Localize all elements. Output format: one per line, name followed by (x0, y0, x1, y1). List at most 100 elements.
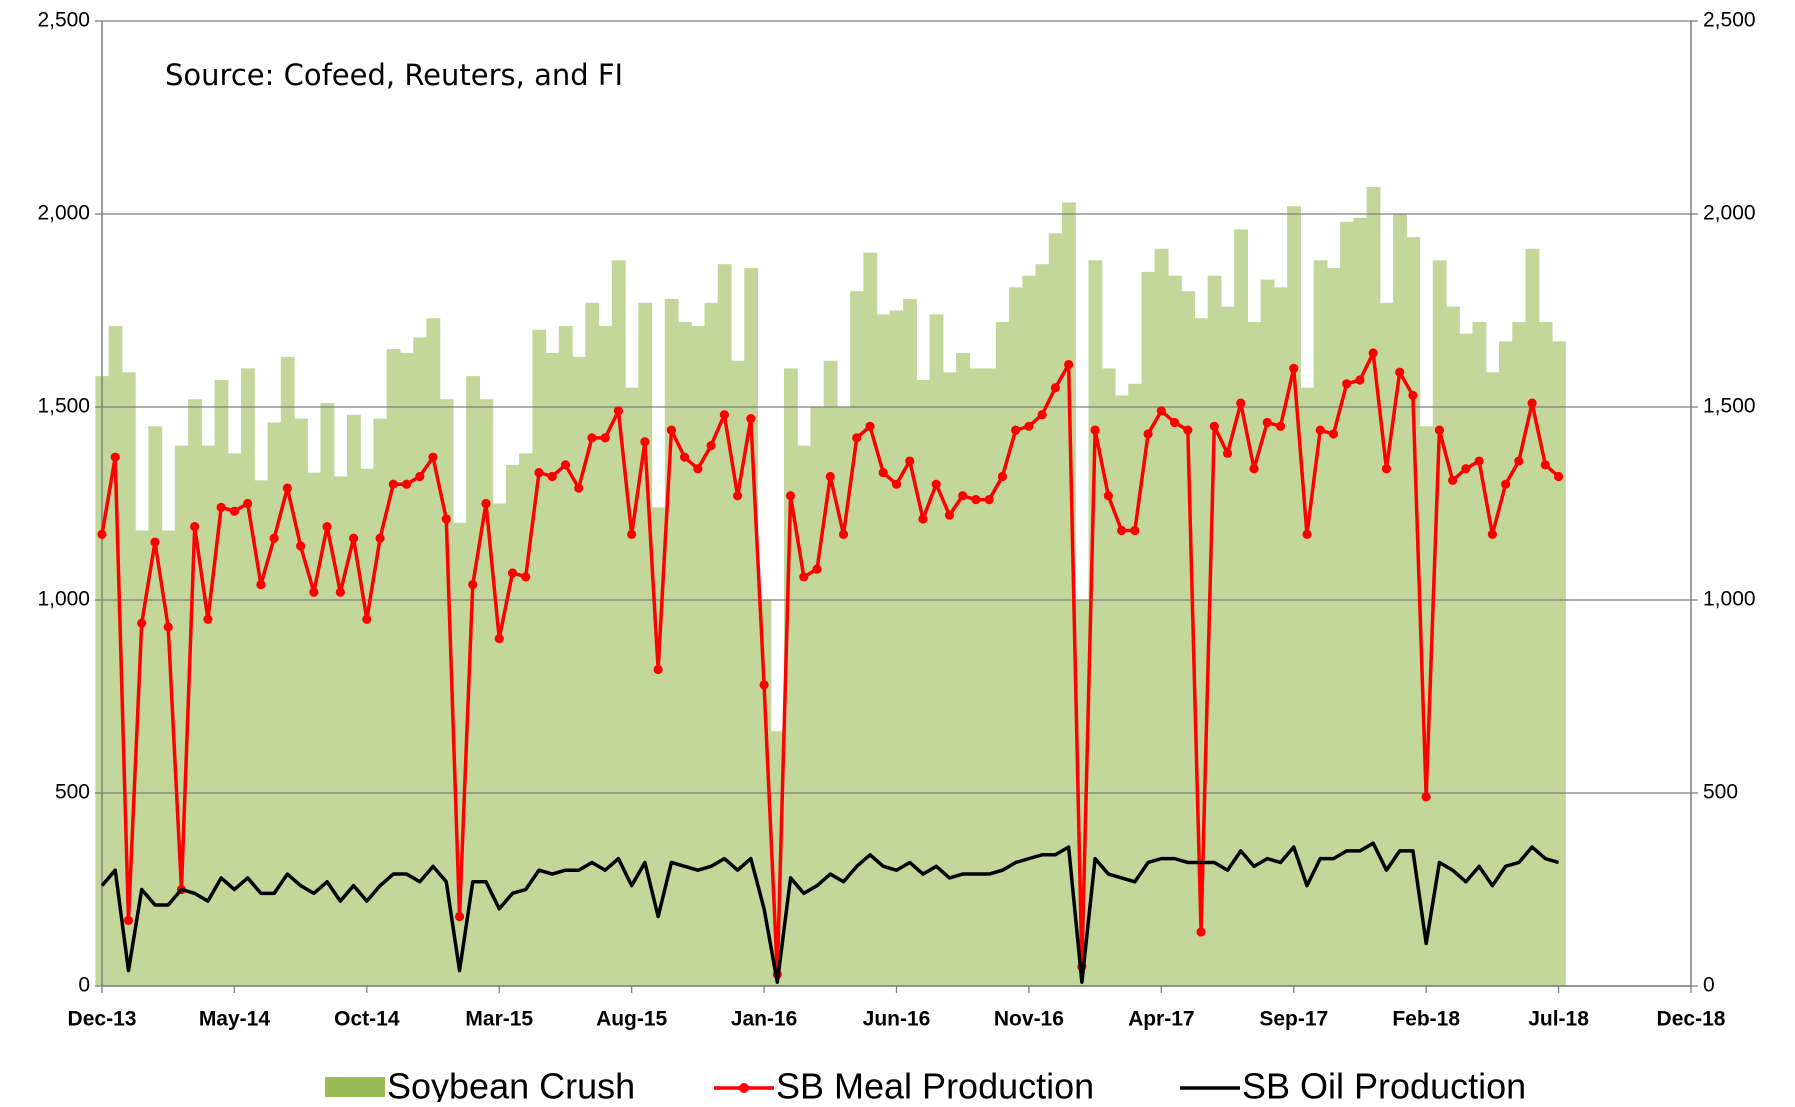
series-marker (785, 491, 796, 501)
crush-bar (1273, 287, 1288, 987)
crush-bar (346, 414, 361, 987)
series-marker (759, 680, 769, 690)
series-line (100, 841, 1560, 984)
series-marker (375, 533, 385, 543)
x-tick-label: Mar-15 (465, 1008, 533, 1031)
y-tick-label: 1,500 (37, 395, 90, 418)
crush-bar (1234, 229, 1249, 986)
crush-bar (439, 399, 454, 986)
series-marker (1368, 348, 1378, 358)
series-marker (693, 464, 703, 474)
series-marker (1249, 464, 1259, 474)
crush-bar (691, 325, 706, 986)
crush-bar (995, 322, 1010, 987)
crush-bar (889, 310, 904, 986)
series-marker (256, 579, 266, 590)
series-marker (1169, 417, 1180, 428)
crush-bar (1287, 206, 1301, 986)
series-marker (1209, 421, 1219, 431)
crush-bar (1366, 186, 1381, 987)
series-marker (1342, 379, 1352, 389)
x-tick-label: Apr-17 (1128, 1008, 1195, 1031)
series-marker (1381, 464, 1392, 474)
series-marker (905, 456, 915, 466)
crush-bar (307, 472, 322, 986)
legend-label: SB Meal Production (776, 1066, 1094, 1102)
series-marker (825, 471, 835, 482)
series-marker (1514, 456, 1524, 466)
series-marker (1090, 425, 1100, 435)
x-tick-label: Jan-16 (731, 1008, 798, 1031)
crush-bar (1062, 202, 1076, 987)
y2-tick-label: 2,000 (1703, 202, 1756, 225)
crush-bar (863, 252, 878, 987)
x-tick-label: Dec-13 (68, 1008, 137, 1031)
crush-bar (1538, 322, 1553, 987)
crush-bar (1419, 426, 1434, 986)
series-marker (733, 491, 743, 501)
crush-bar (1247, 322, 1262, 987)
crush-bar (1313, 260, 1328, 986)
series-marker (362, 614, 372, 624)
crush-bar (1141, 271, 1156, 986)
series-marker (812, 564, 822, 574)
legend-marker (739, 1083, 749, 1093)
series-marker (1501, 479, 1511, 489)
crush-bar (373, 418, 388, 987)
series-marker (468, 579, 478, 590)
y2-tick-label: 0 (1703, 974, 1715, 997)
x-tick-label: Aug-15 (596, 1008, 667, 1031)
crush-bar (108, 325, 123, 986)
crush-bar (386, 349, 401, 987)
series-marker (534, 468, 544, 478)
series-marker (838, 529, 849, 539)
crush-bar (730, 360, 745, 986)
crush-bar (969, 368, 984, 986)
crush-bar (823, 360, 838, 986)
series-marker (1328, 429, 1339, 439)
legend-label: Soybean Crush (387, 1066, 635, 1102)
series-marker (269, 533, 279, 543)
series-marker (1183, 425, 1193, 435)
series-marker (1355, 375, 1365, 385)
series-marker (481, 498, 491, 509)
crush-bar (360, 468, 375, 986)
series-marker (997, 471, 1008, 482)
crush-bar (1035, 264, 1050, 986)
crush-bar (505, 464, 520, 986)
series-marker (507, 568, 518, 578)
crush-bar (267, 422, 282, 986)
series-marker (746, 413, 756, 424)
crush-bar (1432, 260, 1447, 986)
series-marker (1275, 421, 1286, 431)
series-marker (865, 421, 875, 431)
series-marker (1130, 525, 1140, 536)
series-marker (1143, 429, 1153, 439)
crush-bar (1154, 248, 1169, 987)
crush-bar (1525, 248, 1540, 987)
series-marker (401, 479, 412, 489)
series-marker (799, 572, 809, 582)
series-marker (1156, 406, 1166, 416)
series-marker (203, 614, 213, 624)
x-tick-label: Sep-17 (1259, 1008, 1328, 1031)
series-marker (1064, 359, 1074, 370)
crush-bar (1485, 372, 1500, 986)
series-marker (348, 533, 359, 543)
series-marker (574, 483, 584, 493)
series-marker (984, 495, 994, 505)
crush-bar (214, 379, 229, 987)
series-marker (1117, 525, 1127, 536)
crush-bar (744, 268, 759, 986)
series-marker (1103, 491, 1113, 501)
crush-bar (1128, 383, 1143, 987)
y2-tick-label: 1,500 (1703, 395, 1756, 418)
crush-bar (1379, 302, 1394, 986)
series-marker (1448, 475, 1458, 485)
x-tick-label: Jun-16 (863, 1008, 931, 1031)
crush-bar (1406, 237, 1421, 986)
series-marker (640, 437, 650, 447)
series-marker (878, 468, 888, 478)
series-marker (1553, 471, 1564, 482)
